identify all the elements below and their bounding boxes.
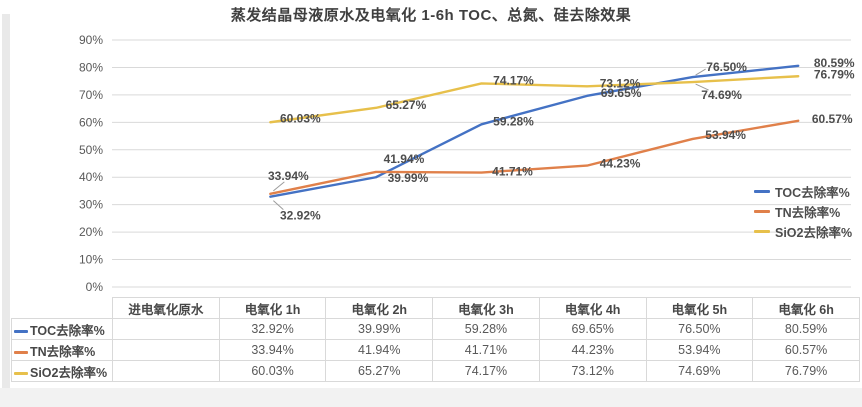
data-label: 74.69% <box>701 88 742 102</box>
window-edge-bottom <box>0 388 862 407</box>
y-axis-tick-label: 20% <box>79 225 103 239</box>
table-header-cell: 电氧化 3h <box>432 297 540 319</box>
table-cell <box>112 360 220 382</box>
y-axis-tick-label: 40% <box>79 170 103 184</box>
table-header-cell: 电氧化 6h <box>752 297 860 319</box>
legend-line-marker <box>754 189 770 193</box>
y-axis-tick-label: 10% <box>79 253 103 267</box>
series-marker-icon <box>14 329 28 333</box>
table-cell: 76.50% <box>645 318 754 340</box>
table-cell: 44.23% <box>538 339 647 361</box>
table-header-cell: 电氧化 4h <box>538 297 647 319</box>
table-row-label: TN去除率% <box>11 339 113 361</box>
data-label: 73.12% <box>600 76 641 90</box>
table-row: TN去除率% 33.94% 41.94% 41.71% 44.23% 53.94% 60.5… <box>11 339 860 361</box>
table-row: TOC去除率% 32.92% 39.99% 59.28% 69.65% 76.50% 80.… <box>11 318 860 340</box>
table-header-cell: 电氧化 1h <box>218 297 327 319</box>
data-label: 53.94% <box>705 128 746 142</box>
data-label: 59.28% <box>493 114 534 128</box>
data-label: 76.79% <box>814 67 855 81</box>
legend-line-marker <box>754 209 770 213</box>
table-cell: 74.17% <box>432 360 540 382</box>
table-cell: 60.57% <box>752 339 860 361</box>
chart-title: 蒸发结晶母液原水及电氧化 1-6h TOC、总氮、硅去除效果 <box>230 7 632 24</box>
table-cell: 80.59% <box>752 318 860 340</box>
table-cell: 53.94% <box>645 339 754 361</box>
data-label: 76.50% <box>706 60 747 74</box>
data-label: 60.57% <box>812 112 853 126</box>
data-label: 69.65% <box>601 86 642 100</box>
table-cell: 41.94% <box>325 339 434 361</box>
y-axis-tick-label: 0% <box>86 280 104 294</box>
table-cell: 59.28% <box>432 318 540 340</box>
table-cell: 69.65% <box>538 318 647 340</box>
table-cell: 73.12% <box>538 360 647 382</box>
legend-line-marker <box>754 229 770 233</box>
data-label: 74.17% <box>493 73 534 87</box>
data-label-leader-line <box>695 83 709 91</box>
data-label: 41.71% <box>492 165 533 179</box>
line-chart: 0% 10% 20% 30% 40% 50% 60% 70% 80% 90% 32.92% 39.99… <box>79 33 855 294</box>
y-axis-tick-label: 60% <box>79 115 103 129</box>
series-line-SiO2去除率% <box>269 75 800 124</box>
series-marker-icon <box>14 371 28 375</box>
window-edge-left <box>2 14 10 407</box>
table-row: SiO2去除率% 60.03% 65.27% 74.17% 73.12% 74.69% 76… <box>11 360 860 382</box>
data-label: 80.59% <box>814 56 855 70</box>
table-cell: 39.99% <box>325 318 434 340</box>
y-axis-tick-label: 70% <box>79 88 103 102</box>
y-axis-tick-label: 80% <box>79 60 103 74</box>
data-label: 65.27% <box>386 98 427 112</box>
table-cell: 74.69% <box>645 360 754 382</box>
legend-label: TN去除率% <box>775 205 841 220</box>
data-label: 39.99% <box>388 171 429 185</box>
data-label-leader-line <box>273 200 284 211</box>
legend-item: TOC去除率% <box>754 181 852 201</box>
legend-item: SiO2去除率% <box>754 221 852 241</box>
data-label: 33.94% <box>268 169 309 183</box>
table-cell <box>112 339 220 361</box>
chart-legend: TOC去除率% TN去除率% SiO2去除率% <box>754 181 852 241</box>
series-marker-icon <box>14 350 28 354</box>
y-axis-tick-label: 30% <box>79 198 103 212</box>
legend-label: SiO2去除率% <box>775 225 853 240</box>
data-label: 32.92% <box>280 209 321 223</box>
data-label: 41.94% <box>384 152 425 166</box>
table-header-cell: 进电氧化原水 <box>112 297 220 319</box>
table-row-label: SiO2去除率% <box>11 360 113 382</box>
table-corner-cell <box>12 298 113 319</box>
table-header-row: 进电氧化原水 电氧化 1h 电氧化 2h 电氧化 3h 电氧化 4h 电氧化 5h 电氧化 … <box>12 297 860 319</box>
table-cell: 41.71% <box>432 339 540 361</box>
data-label: 60.03% <box>280 111 321 125</box>
series-line-TOC去除率% <box>269 64 800 198</box>
table-cell: 76.79% <box>752 360 860 382</box>
table-row-label: TOC去除率% <box>11 318 113 340</box>
table-header-cell: 电氧化 2h <box>325 297 434 319</box>
table-cell <box>112 318 220 340</box>
data-label: 44.23% <box>600 157 641 171</box>
table-cell: 32.92% <box>218 318 327 340</box>
data-table: 进电氧化原水 电氧化 1h 电氧化 2h 电氧化 3h 电氧化 4h 电氧化 5h 电氧化 … <box>11 297 860 382</box>
y-axis-tick-label: 90% <box>79 33 103 47</box>
y-axis-tick-label: 50% <box>79 143 103 157</box>
data-label-leader-line <box>273 181 285 192</box>
legend-item: TN去除率% <box>754 201 852 221</box>
table-cell: 65.27% <box>325 360 434 382</box>
series-line-TN去除率% <box>269 119 800 196</box>
data-label-leader-line <box>695 68 706 76</box>
table-cell: 33.94% <box>218 339 327 361</box>
table-cell: 60.03% <box>218 360 327 382</box>
legend-label: TOC去除率% <box>775 185 850 200</box>
table-header-cell: 电氧化 5h <box>645 297 754 319</box>
